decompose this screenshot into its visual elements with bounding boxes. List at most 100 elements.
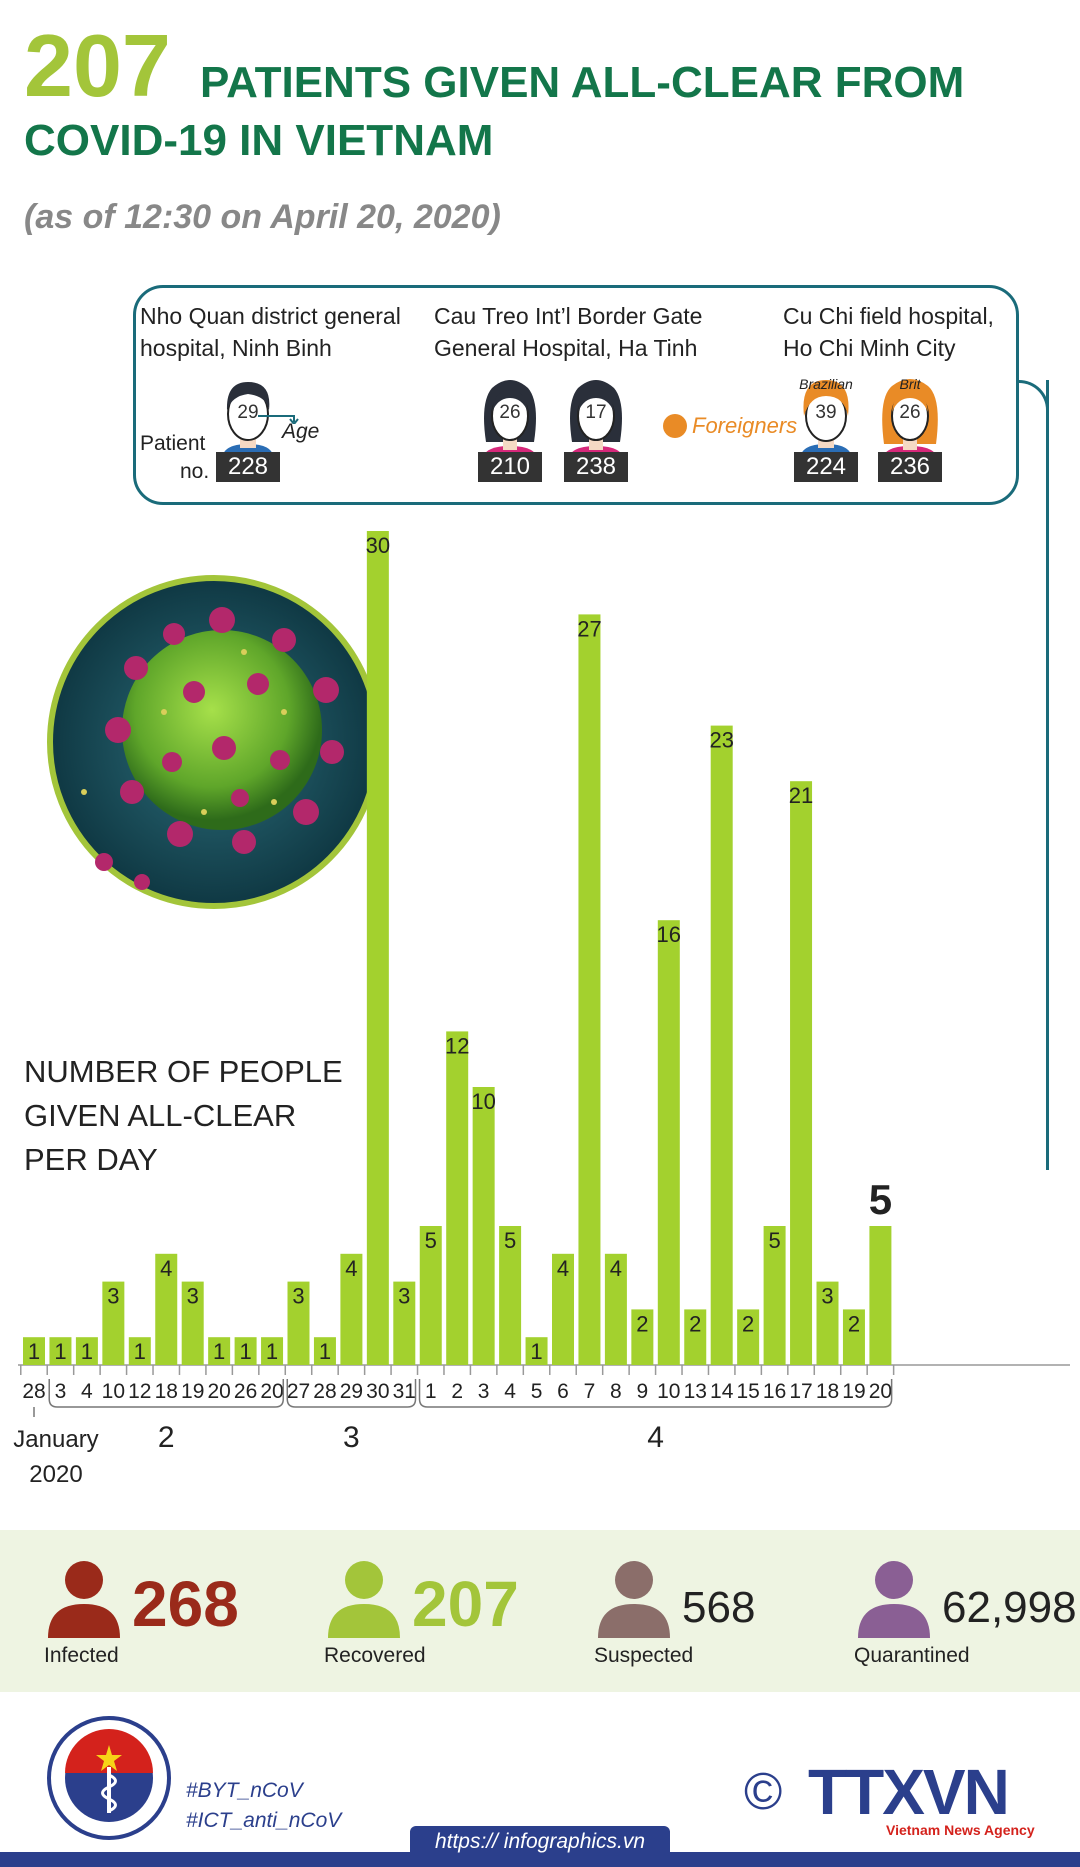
bar (234, 1337, 257, 1365)
bar-value-label: 2 (742, 1311, 754, 1336)
hospital-name-line1: Cu Chi field hospital, (783, 303, 994, 329)
foreigners-label: Foreigners (692, 413, 798, 438)
x-tick-label: 13 (684, 1380, 707, 1403)
stat-label: Recovered (324, 1644, 426, 1667)
x-tick-label: 17 (789, 1380, 812, 1403)
bar (393, 1281, 416, 1365)
month-bracket (286, 1379, 417, 1408)
bar (604, 1253, 627, 1365)
bar-value-label: 2 (636, 1311, 648, 1336)
foreigner-dot-icon (663, 414, 687, 438)
bar (287, 1281, 310, 1365)
bar-value-label: 16 (657, 922, 681, 947)
x-tick-label: 16 (763, 1380, 786, 1403)
x-tick-label: 20 (869, 1380, 892, 1403)
headline-line1: PATIENTS GIVEN ALL-CLEAR FROM (200, 58, 965, 107)
patient-label-line2: no. (180, 460, 210, 483)
bar-value-label: 2 (689, 1311, 701, 1336)
month-bracket (48, 1379, 285, 1408)
bar-value-label: 4 (557, 1256, 569, 1281)
bar (23, 1337, 45, 1365)
x-tick-label: 6 (557, 1380, 569, 1403)
coronavirus-illustration (47, 575, 381, 909)
bar (737, 1309, 760, 1365)
chart-title-line2: GIVEN ALL-CLEAR (24, 1098, 297, 1133)
bar (128, 1337, 151, 1365)
bar-value-label: 3 (107, 1284, 119, 1309)
bar (790, 781, 813, 1365)
stat-value: 268 (132, 1568, 239, 1640)
connector-curve (1016, 380, 1049, 410)
patient-number: 236 (878, 452, 942, 482)
footer-bar (0, 1852, 1080, 1867)
x-tick-label: 20 (207, 1380, 230, 1403)
bar-value-label: 1 (530, 1339, 542, 1364)
bar (102, 1281, 125, 1365)
bar-value-label: 1 (134, 1339, 146, 1364)
patient-age: 39 (815, 402, 837, 423)
bar (75, 1337, 98, 1365)
x-tick-label: 28 (313, 1380, 336, 1403)
x-tick-label: 3 (478, 1380, 490, 1403)
bar-value-label: 1 (239, 1339, 251, 1364)
bar (842, 1309, 865, 1365)
bar-value-label: 3 (187, 1284, 199, 1309)
chart-title-line3: PER DAY (24, 1142, 158, 1177)
patient-age: 26 (499, 402, 521, 423)
bar-value-label: 30 (366, 533, 390, 558)
bar-value-label: 5 (425, 1228, 437, 1253)
latest-value-label: 5 (869, 1176, 892, 1223)
chart-title-line1: NUMBER OF PEOPLE (24, 1054, 343, 1089)
website-link[interactable]: https:// infographics.vn (410, 1826, 670, 1858)
bar-value-label: 3 (292, 1284, 304, 1309)
bar (552, 1253, 574, 1365)
bar-value-label: 23 (709, 728, 733, 753)
bar-value-label: 1 (28, 1339, 40, 1364)
bar (525, 1337, 548, 1365)
stat-value: 568 (682, 1583, 756, 1632)
bar (499, 1226, 522, 1365)
x-tick-label: 20 (260, 1380, 283, 1403)
bar (578, 614, 601, 1365)
x-tick-label: 19 (842, 1380, 865, 1403)
x-tick-label: 1 (425, 1380, 437, 1403)
person-icon (858, 1560, 930, 1638)
stat-label: Quarantined (854, 1644, 970, 1667)
stat-label: Infected (44, 1644, 119, 1667)
x-tick-label: 4 (81, 1380, 93, 1403)
hospital-cu-chi: Cu Chi field hospital, Ho Chi Minh City (783, 300, 994, 364)
bar-value-label: 4 (610, 1256, 622, 1281)
patient-236: Brit 26 236 (878, 372, 942, 482)
patient-224: Brazilian 39 224 (794, 372, 858, 482)
bar (763, 1226, 786, 1365)
bar-value-label: 21 (789, 783, 813, 808)
x-tick-label: 27 (287, 1380, 310, 1403)
bar-value-label: 1 (54, 1339, 66, 1364)
bar (340, 1253, 363, 1365)
bar (313, 1337, 336, 1365)
x-tick-label: 29 (340, 1380, 363, 1403)
person-icon (328, 1560, 400, 1638)
hospital-name-line1: Nho Quan district general (140, 303, 401, 329)
person-icon (598, 1560, 670, 1638)
agency-name: Vietnam News Agency (886, 1822, 1035, 1838)
agency-logo: TTXVN (808, 1756, 1010, 1828)
headline-number: 207 (24, 16, 171, 115)
x-tick-label: 18 (816, 1380, 839, 1403)
x-tick-label: 7 (584, 1380, 596, 1403)
chart-title: NUMBER OF PEOPLE GIVEN ALL-CLEAR PER DAY (24, 1050, 343, 1182)
age-label: Age (282, 420, 320, 443)
x-tick-label: 28 (22, 1380, 45, 1403)
x-tick-label: 18 (155, 1380, 178, 1403)
hashtag-byt: #BYT_nCoV (186, 1779, 303, 1802)
bar-value-label: 2 (848, 1311, 860, 1336)
patient-number: 238 (564, 452, 628, 482)
x-tick-label: 31 (393, 1380, 416, 1403)
x-tick-label: 5 (531, 1380, 543, 1403)
bar-value-label: 1 (266, 1339, 278, 1364)
stat-value: 207 (412, 1568, 519, 1640)
x-tick-label: 19 (181, 1380, 204, 1403)
ministry-of-health-seal (47, 1716, 171, 1840)
bar-value-label: 3 (398, 1284, 410, 1309)
month-label: 2 (158, 1421, 175, 1454)
